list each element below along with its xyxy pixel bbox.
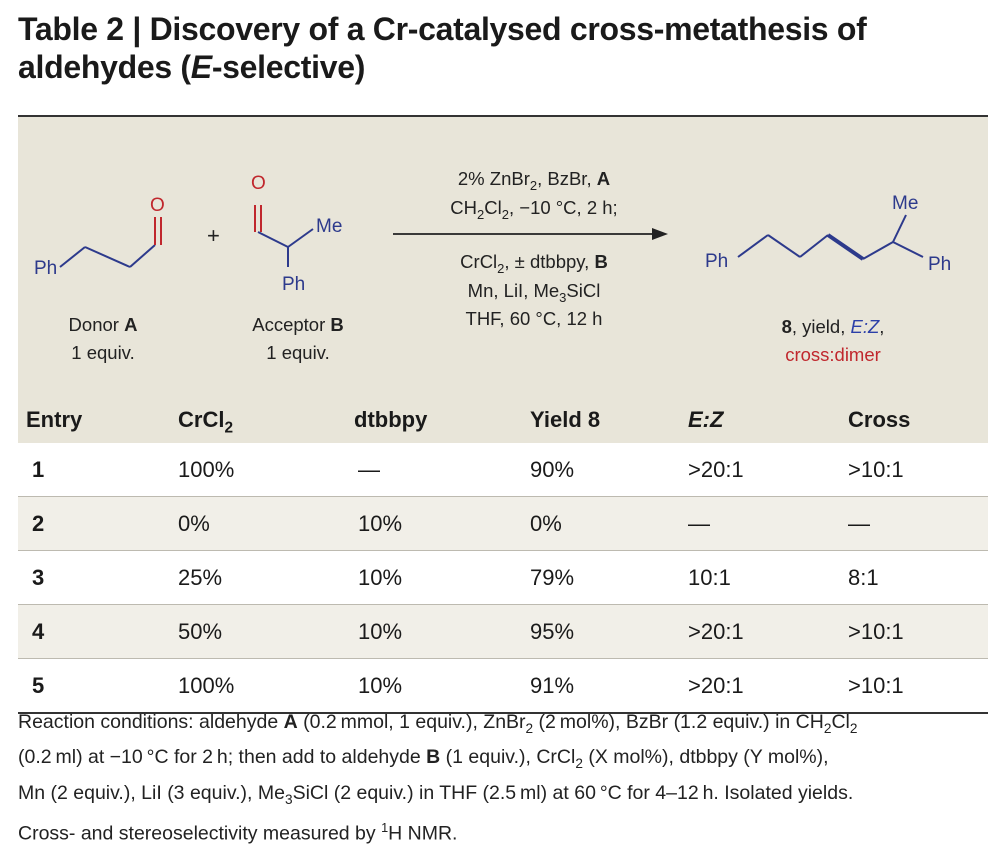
acceptor-o: O	[251, 173, 266, 194]
cell-ez: >20:1	[688, 673, 744, 698]
acceptor-ph: Ph	[282, 274, 305, 295]
cell-cross: >10:1	[848, 619, 904, 644]
row-divider	[18, 658, 988, 659]
product-label: 8, yield, E:Z,	[782, 316, 885, 337]
header-yield: Yield 8	[530, 407, 601, 432]
top-rule	[18, 115, 988, 117]
cell-cross: 8:1	[848, 565, 879, 590]
cell-entry: 2	[32, 511, 45, 536]
table-row: 1 100% — 90% >20:1 >10:1	[18, 443, 988, 496]
condition-step2-line2: Mn, LiI, Me3SiCl	[468, 280, 601, 305]
cell-entry: 1	[32, 457, 45, 482]
scheme-drawing: Ph O + O Me Ph 2% ZnBr2, BzBr, A CH2Cl2,…	[34, 168, 951, 365]
condition-step1-line2: CH2Cl2, −10 °C, 2 h;	[450, 197, 617, 222]
table-row: 4 50% 10% 95% >20:1 >10:1	[18, 605, 988, 658]
cell-dtbbpy: 10%	[358, 673, 403, 698]
table-row: 3 25% 10% 79% 10:1 8:1	[18, 551, 988, 604]
cell-crcl2: 50%	[178, 619, 223, 644]
cell-dtbbpy: —	[358, 457, 380, 482]
footnote-line-3: Mn (2 equiv.), LiI (3 equiv.), Me3SiCl (…	[18, 781, 854, 807]
table-footnote: Reaction conditions: aldehyde A (0.2 mmo…	[18, 708, 993, 849]
table-title: Table 2 | Discovery of a Cr-catalysed cr…	[18, 10, 988, 86]
cell-crcl2: 100%	[178, 673, 235, 698]
donor-structure	[59, 217, 162, 268]
cell-yield: 95%	[530, 619, 575, 644]
footnote-line-4: Cross- and stereoselectivity measured by…	[18, 821, 458, 845]
product-ph-left: Ph	[705, 251, 728, 272]
cell-dtbbpy: 10%	[358, 511, 403, 536]
cell-ez: 10:1	[688, 565, 731, 590]
cell-entry: 5	[32, 673, 45, 698]
title-line-1: Table 2 | Discovery of a Cr-catalysed cr…	[18, 11, 867, 47]
cell-dtbbpy: 10%	[358, 565, 403, 590]
cell-crcl2: 0%	[178, 511, 210, 536]
arrow-head	[652, 228, 668, 240]
cell-ez: >20:1	[688, 457, 744, 482]
plus-sign: +	[207, 223, 220, 248]
header-cross: Cross	[848, 407, 911, 432]
acceptor-label: Acceptor B	[252, 314, 344, 335]
cell-entry: 4	[32, 619, 45, 644]
cell-crcl2: 25%	[178, 565, 223, 590]
product-structure	[737, 214, 924, 261]
condition-step2-line3: THF, 60 °C, 12 h	[466, 308, 603, 329]
product-cross-label: cross:dimer	[785, 344, 881, 365]
cell-crcl2: 100%	[178, 457, 235, 482]
table-row: 2 0% 10% 0% — —	[18, 497, 988, 550]
acceptor-me: Me	[316, 216, 342, 237]
cell-cross: >10:1	[848, 673, 904, 698]
cell-yield: 0%	[530, 511, 562, 536]
header-crcl2: CrCl2	[178, 407, 234, 437]
title-line-2: aldehydes (E-selective)	[18, 49, 366, 85]
footnote-line-1: Reaction conditions: aldehyde A (0.2 mmo…	[18, 711, 858, 736]
condition-step1-line1: 2% ZnBr2, BzBr, A	[458, 168, 610, 193]
cell-yield: 91%	[530, 673, 575, 698]
reaction-scheme: Ph O + O Me Ph 2% ZnBr2, BzBr, A CH2Cl2,…	[18, 117, 988, 397]
condition-step2-line1: CrCl2, ± dtbbpy, B	[460, 251, 608, 276]
donor-o: O	[150, 195, 165, 216]
donor-ph: Ph	[34, 258, 57, 279]
cell-entry: 3	[32, 565, 45, 590]
header-dtbbpy: dtbbpy	[354, 407, 428, 432]
cell-cross: —	[848, 511, 870, 536]
header-entry: Entry	[26, 407, 83, 432]
product-ph-right: Ph	[928, 254, 951, 275]
cell-ez: —	[688, 511, 710, 536]
table-header-row: Entry CrCl2 dtbbpy Yield 8 E:Z Cross	[18, 397, 988, 443]
results-table: Entry CrCl2 dtbbpy Yield 8 E:Z Cross 1 1…	[18, 397, 988, 714]
acceptor-structure	[254, 205, 314, 267]
donor-equiv: 1 equiv.	[71, 342, 134, 363]
row-divider	[18, 604, 988, 605]
product-me: Me	[892, 193, 918, 214]
table-row: 5 100% 10% 91% >20:1 >10:1	[18, 659, 988, 712]
footnote-line-2: (0.2 ml) at −10 °C for 2 h; then add to …	[18, 746, 829, 772]
donor-label: Donor A	[69, 314, 138, 335]
cell-dtbbpy: 10%	[358, 619, 403, 644]
row-divider	[18, 496, 988, 497]
cell-ez: >20:1	[688, 619, 744, 644]
header-ez: E:Z	[688, 407, 724, 432]
cell-cross: >10:1	[848, 457, 904, 482]
row-divider	[18, 550, 988, 551]
cell-yield: 90%	[530, 457, 575, 482]
acceptor-equiv: 1 equiv.	[266, 342, 329, 363]
bottom-rule	[18, 712, 988, 714]
cell-yield: 79%	[530, 565, 575, 590]
